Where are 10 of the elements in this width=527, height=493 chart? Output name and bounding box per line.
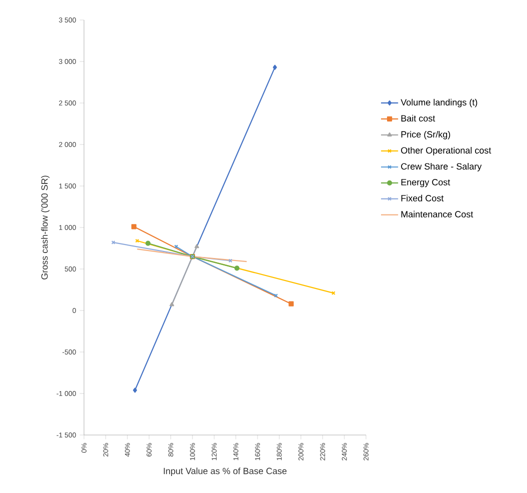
- legend-label: Crew Share - Salary: [401, 162, 482, 172]
- legend-label: Fixed Cost: [401, 194, 444, 202]
- legend-label: Bait cost: [401, 114, 436, 122]
- legend-label: Other Operational cost: [401, 146, 492, 156]
- legend-label: Volume landings (t): [400, 98, 478, 108]
- legend-label: Price (Sr/kg): [401, 130, 450, 140]
- x-axis-title: Input Value as % of Base Case: [164, 468, 287, 476]
- legend-label: Energy Cost: [401, 179, 450, 188]
- legend-label: Maintenance Cost: [401, 210, 474, 218]
- y-axis-title: Gross cash-flow ('000 SR): [41, 176, 50, 280]
